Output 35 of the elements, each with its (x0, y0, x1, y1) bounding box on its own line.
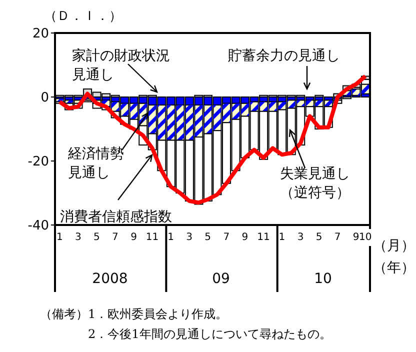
series-label: 消費者信頼感指数 (60, 209, 172, 225)
x-tick-label: 1 (278, 232, 286, 244)
series-label: 失業見通し（逆符号） (280, 166, 350, 201)
y-tick-label: -20 (28, 154, 49, 170)
x-tick-label: 11 (146, 232, 159, 244)
x-tick-label: 3 (74, 232, 82, 244)
x-tick-label: 9 (352, 232, 360, 244)
text: （年） (373, 260, 415, 276)
x-tick-label: 1 (56, 232, 63, 244)
x-tick-label: 11 (257, 232, 270, 244)
x-tick-label: 7 (334, 232, 341, 244)
x-tick-label: 3 (297, 232, 304, 244)
text: （備考）1．欧州委員会より作成。 (40, 307, 228, 321)
x-tick-label: 9 (242, 232, 248, 244)
x-tick-label: 5 (204, 232, 212, 244)
x-tick-label: 10 (359, 232, 372, 244)
x-tick-label: 7 (112, 232, 118, 244)
text: 2008 (92, 271, 128, 287)
y-tick-label: -40 (28, 218, 49, 234)
x-tick-label: 5 (316, 232, 322, 244)
text: 10 (314, 271, 332, 287)
x-tick-label: 1 (168, 232, 174, 244)
x-tick-label: 3 (186, 232, 193, 244)
text: （月） (373, 238, 415, 254)
series-label: 家計の財政状況見通し (72, 48, 170, 83)
legend-label: 経済情勢見通し (67, 146, 124, 181)
y-tick-label: 20 (32, 26, 49, 42)
x-tick-label: 5 (94, 232, 100, 244)
text: 09 (212, 271, 230, 287)
series-label: 貯蓄余力の見通し (228, 48, 340, 64)
y-axis-title: （Ｄ．Ｉ．） (44, 9, 122, 24)
x-tick-label: 7 (223, 232, 230, 244)
y-tick-label: 0 (40, 90, 49, 106)
x-tick-label: 9 (130, 232, 137, 244)
text: 2．今後1年間の見通しについて尋ねたもの。 (88, 327, 332, 341)
